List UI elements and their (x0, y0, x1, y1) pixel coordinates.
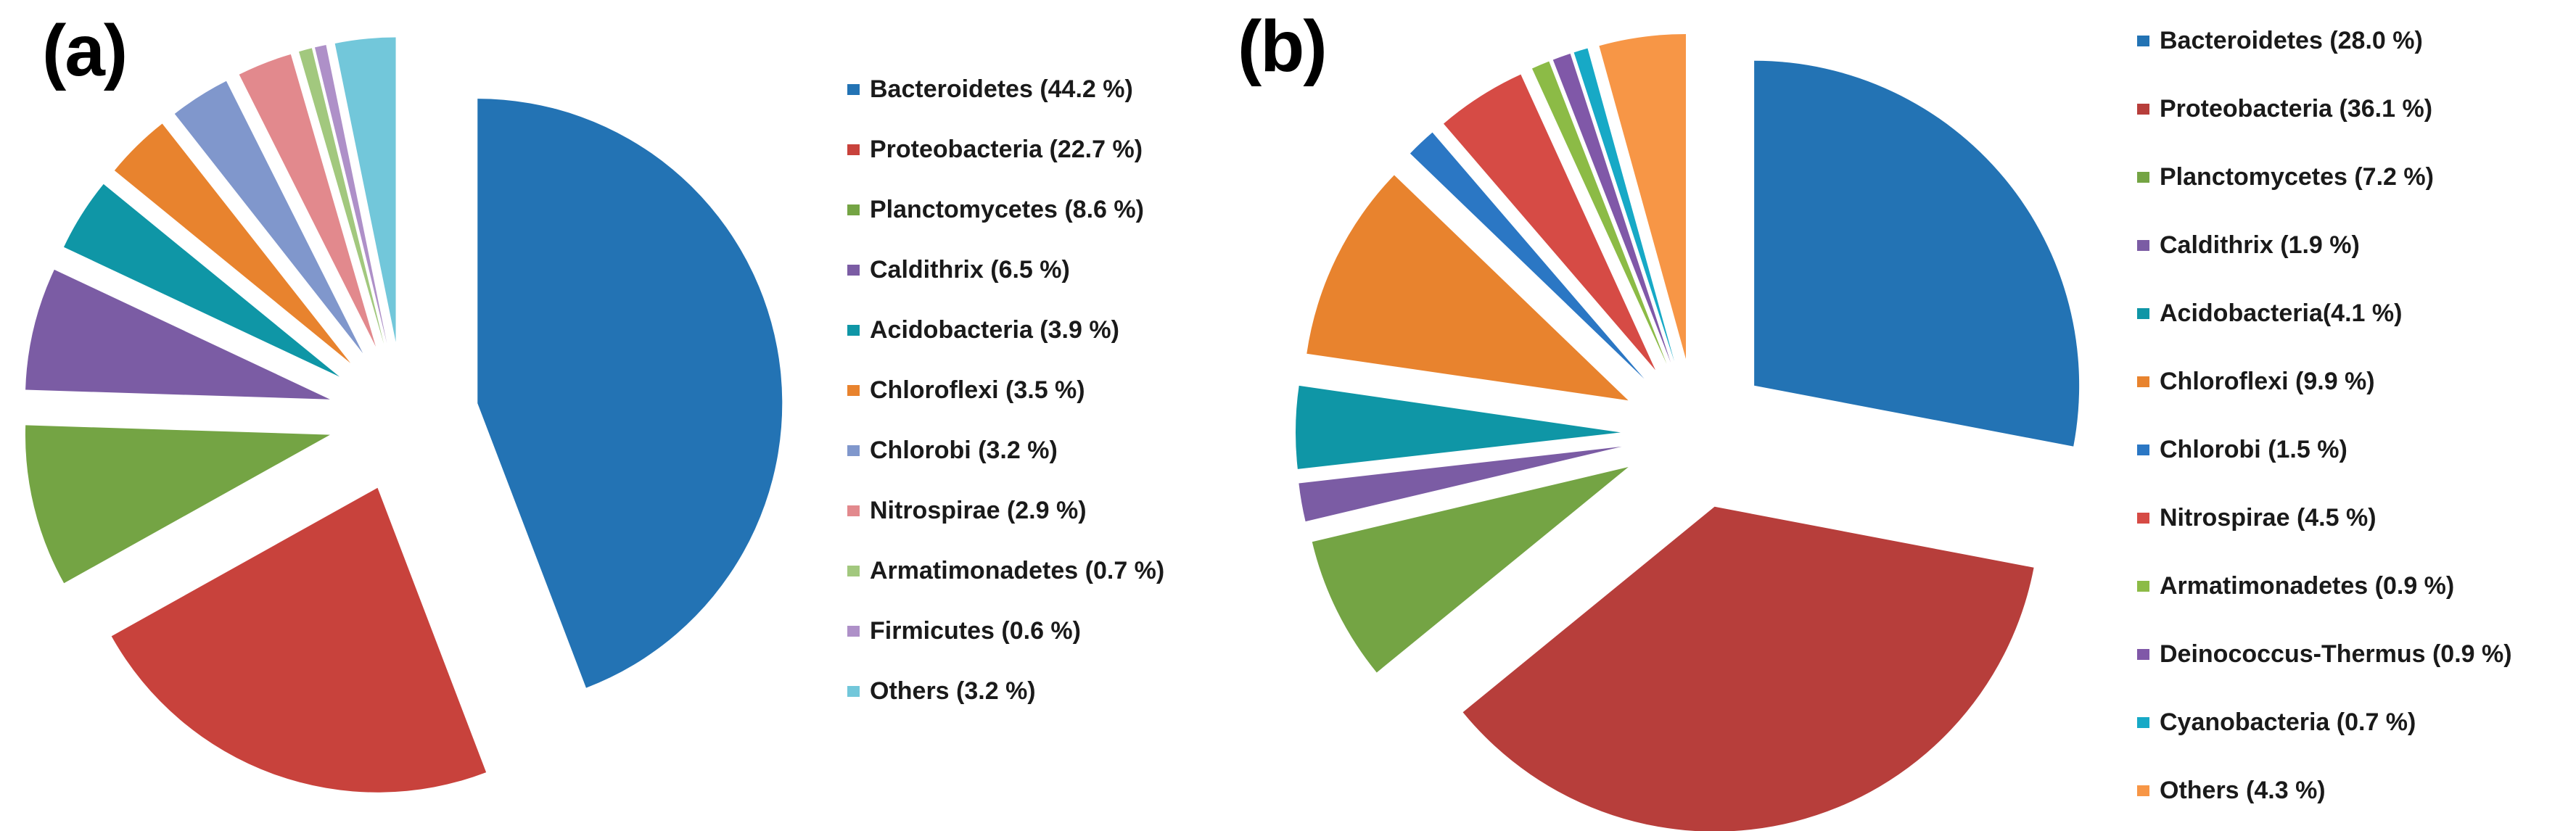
panel-label-b: (b) (1238, 6, 1328, 87)
legend-swatch-caldithrix (847, 265, 860, 276)
legend-swatch-armatimonadetes (2137, 580, 2149, 592)
pie-slice-chlorobi-a (174, 80, 363, 354)
panel-label-a: (a) (42, 10, 128, 91)
legend-label: Chloroflexi (9.9 %) (2160, 367, 2375, 395)
legend-item-others: Others (3.2 %) (847, 661, 1164, 722)
pie-slice-chloroflexi-b (1306, 175, 1629, 401)
legend-swatch-bacteroidetes (2137, 35, 2149, 46)
pie-slice-deinococcus-thermus-b (1552, 53, 1671, 363)
legend-label: Chloroflexi (3.5 %) (870, 376, 1085, 404)
legend-item-armatimonadetes: Armatimonadetes (0.7 %) (847, 541, 1164, 601)
legend-label: Cyanobacteria (0.7 %) (2160, 708, 2416, 736)
pie-slice-cyanobacteria-b (1573, 48, 1675, 362)
legend-label: Bacteroidetes (44.2 %) (870, 75, 1133, 103)
legend-item-armatimonadetes: Armatimonadetes (0.9 %) (2137, 552, 2512, 620)
legend-item-planctomycetes: Planctomycetes (8.6 %) (847, 180, 1164, 240)
legend-label: Armatimonadetes (0.9 %) (2160, 571, 2455, 600)
legend-label: Others (3.2 %) (870, 677, 1036, 705)
legend-label: Caldithrix (1.9 %) (2160, 231, 2360, 259)
legend-swatch-cyanobacteria (2137, 716, 2149, 728)
legend-swatch-firmicutes (847, 626, 860, 637)
legend-swatch-planctomycetes (2137, 171, 2149, 183)
legend-label: Proteobacteria (22.7 %) (870, 136, 1143, 163)
legend-swatch-nitrospirae (2137, 512, 2149, 524)
legend-item-bacteroidetes: Bacteroidetes (44.2 %) (847, 59, 1164, 120)
pie-slice-chloroflexi-a (114, 123, 351, 363)
legend-swatch-acidobacteria (2137, 307, 2149, 319)
pie-slice-proteobacteria-a (111, 487, 487, 793)
legend-item-nitrospirae: Nitrospirae (4.5 %) (2137, 484, 2512, 552)
legend-label: Deinococcus-Thermus (0.9 %) (2160, 640, 2512, 668)
legend-item-bacteroidetes: Bacteroidetes (28.0 %) (2137, 7, 2512, 75)
legend-label: Chlorobi (3.2 %) (870, 437, 1058, 464)
legend-swatch-chlorobi (2137, 444, 2149, 455)
legend-label: Nitrospirae (2.9 %) (870, 497, 1087, 524)
legend-swatch-chlorobi (847, 445, 860, 456)
legend-label: Planctomycetes (8.6 %) (870, 196, 1144, 223)
legend-label: Nitrospirae (4.5 %) (2160, 503, 2377, 532)
legend-b: Bacteroidetes (28.0 %) Proteobacteria (36… (2137, 7, 2512, 824)
legend-label: Firmicutes (0.6 %) (870, 617, 1081, 645)
legend-label: Armatimonadetes (0.7 %) (870, 557, 1165, 584)
legend-item-caldithrix: Caldithrix (6.5 %) (847, 240, 1164, 300)
pie-slice-bacteroidetes-a (477, 99, 783, 688)
pie-slice-armatimonadetes-a (299, 48, 384, 344)
pie-slice-bacteroidetes-b (1754, 60, 2080, 447)
legend-item-cyanobacteria: Cyanobacteria (0.7 %) (2137, 688, 2512, 756)
legend-item-acidobacteria: Acidobacteria (3.9 %) (847, 300, 1164, 360)
legend-label: Acidobacteria(4.1 %) (2160, 299, 2403, 327)
legend-swatch-nitrospirae (847, 505, 860, 516)
legend-item-firmicutes: Firmicutes (0.6 %) (847, 601, 1164, 661)
pie-slice-nitrospirae-b (1443, 74, 1655, 371)
legend-item-nitrospirae: Nitrospirae (2.9 %) (847, 481, 1164, 541)
pie-slice-caldithrix-a (25, 269, 330, 400)
legend-swatch-others (2137, 785, 2149, 796)
legend-swatch-others (847, 686, 860, 697)
legend-item-chlorobi: Chlorobi (3.2 %) (847, 421, 1164, 481)
legend-label: Chlorobi (1.5 %) (2160, 435, 2347, 463)
legend-label: Acidobacteria (3.9 %) (870, 316, 1119, 344)
legend-item-chloroflexi: Chloroflexi (9.9 %) (2137, 347, 2512, 416)
legend-swatch-acidobacteria (847, 325, 860, 336)
legend-swatch-armatimonadetes (847, 566, 860, 576)
legend-label: Caldithrix (6.5 %) (870, 256, 1070, 284)
legend-swatch-proteobacteria (847, 144, 860, 155)
legend-label: Bacteroidetes (28.0 %) (2160, 26, 2423, 54)
pie-slice-others-b (1599, 33, 1686, 359)
pie-slice-caldithrix-b (1299, 446, 1622, 522)
pie-slice-planctomycetes-b (1312, 467, 1629, 673)
pie-slice-acidobacteria-a (63, 183, 340, 377)
legend-swatch-chloroflexi (847, 385, 860, 396)
pie-slice-planctomycetes-a (25, 425, 330, 584)
pie-slice-firmicutes-a (314, 44, 387, 344)
pie-slice-proteobacteria-b (1462, 506, 2034, 831)
legend-label: Planctomycetes (7.2 %) (2160, 162, 2434, 191)
legend-swatch-proteobacteria (2137, 103, 2149, 115)
legend-item-proteobacteria: Proteobacteria (36.1 %) (2137, 75, 2512, 143)
pie-slice-others-a (334, 37, 396, 342)
legend-swatch-bacteroidetes (847, 84, 860, 95)
legend-item-deinococcus-thermus: Deinococcus-Thermus (0.9 %) (2137, 620, 2512, 688)
pie-slice-chlorobi-b (1410, 132, 1645, 379)
legend-item-planctomycetes: Planctomycetes (7.2 %) (2137, 143, 2512, 211)
legend-label: Proteobacteria (36.1 %) (2160, 94, 2433, 123)
legend-item-caldithrix: Caldithrix (1.9 %) (2137, 211, 2512, 279)
legend-item-chloroflexi: Chloroflexi (3.5 %) (847, 360, 1164, 421)
pie-slice-acidobacteria-b (1296, 385, 1621, 469)
legend-swatch-planctomycetes (847, 204, 860, 215)
legend-item-proteobacteria: Proteobacteria (22.7 %) (847, 120, 1164, 180)
pie-slice-nitrospirae-a (239, 54, 376, 347)
legend-swatch-deinococcus-thermus (2137, 648, 2149, 660)
pie-slice-armatimonadetes-b (1531, 61, 1667, 365)
legend-item-chlorobi: Chlorobi (1.5 %) (2137, 416, 2512, 484)
legend-label: Others (4.3 %) (2160, 776, 2326, 804)
legend-item-others: Others (4.3 %) (2137, 756, 2512, 824)
legend-item-acidobacteria: Acidobacteria(4.1 %) (2137, 279, 2512, 347)
legend-swatch-caldithrix (2137, 239, 2149, 251)
legend-swatch-chloroflexi (2137, 376, 2149, 387)
legend-a: Bacteroidetes (44.2 %) Proteobacteria (22… (847, 59, 1164, 722)
